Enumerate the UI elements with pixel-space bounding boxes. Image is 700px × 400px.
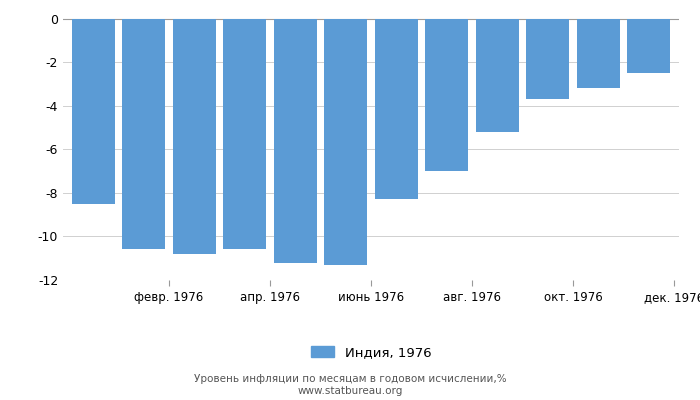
Bar: [577, 18, 620, 88]
Bar: [627, 18, 670, 73]
Bar: [476, 18, 519, 132]
Bar: [374, 18, 418, 199]
Legend: Индия, 1976: Индия, 1976: [311, 346, 431, 359]
Text: Уровень инфляции по месяцам в годовом исчислении,%
www.statbureau.org: Уровень инфляции по месяцам в годовом ис…: [194, 374, 506, 396]
Bar: [72, 18, 115, 204]
Bar: [324, 18, 368, 265]
Bar: [274, 18, 316, 262]
Bar: [122, 18, 165, 250]
Bar: [223, 18, 266, 250]
Bar: [173, 18, 216, 254]
Bar: [526, 18, 569, 99]
Bar: [426, 18, 468, 171]
